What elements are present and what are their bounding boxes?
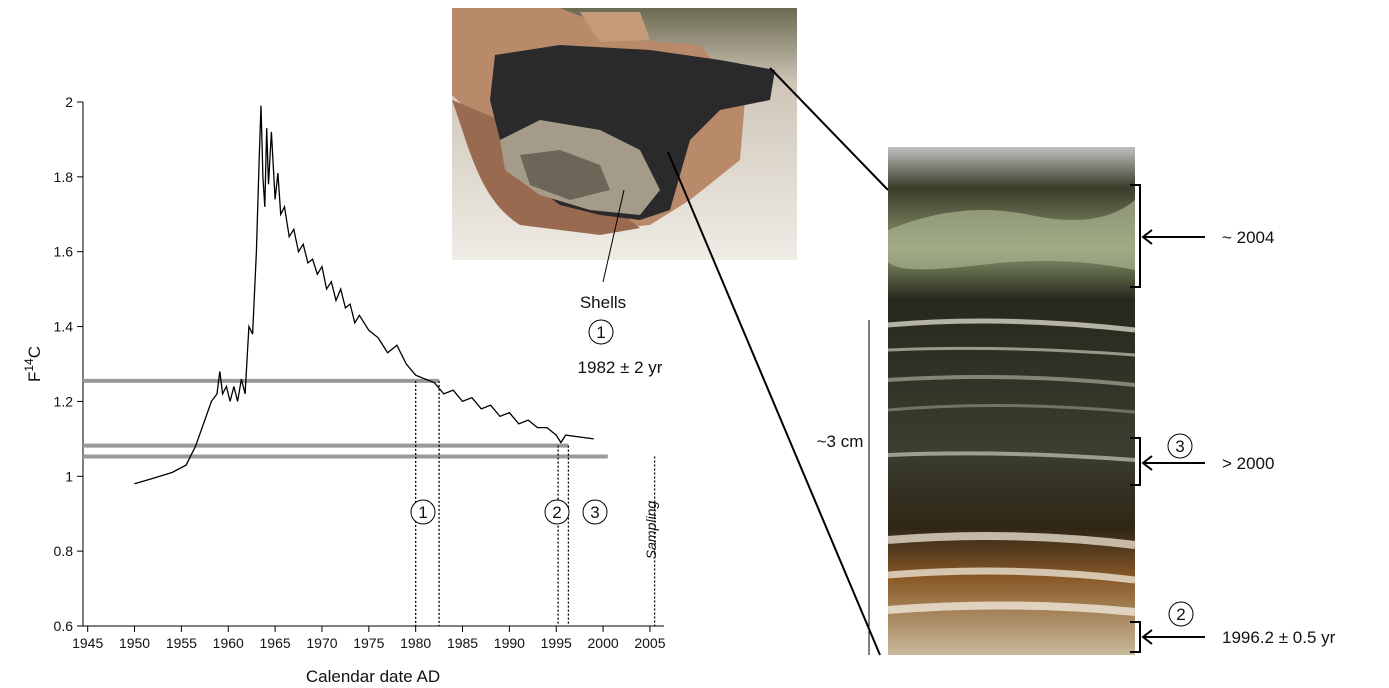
x-tick-label: 1995 [541, 635, 572, 651]
shell-number: 1 [596, 323, 605, 342]
chart-annotation: Sampling [643, 501, 659, 560]
y-tick-label: 0.6 [54, 618, 74, 634]
y-tick-label: 1.8 [54, 169, 74, 185]
layer-annotations [1130, 185, 1205, 652]
x-tick-label: 1975 [353, 635, 384, 651]
y-label-sup: 14 [22, 358, 36, 372]
y-label-part: C [25, 346, 44, 358]
x-tick-label: 2005 [634, 635, 665, 651]
x-tick-label: 1990 [494, 635, 525, 651]
y-tick-label: 2 [65, 94, 73, 110]
chart-annotation: 3 [590, 503, 599, 522]
x-tick-label: 1985 [447, 635, 478, 651]
x-tick-label: 1970 [306, 635, 337, 651]
layer-number: 3 [1175, 437, 1184, 456]
chart-annotation: 2 [552, 503, 561, 522]
page: Shells 1 1982 ± 2 yr ~3 cm ~ 2004 3 > 20… [0, 0, 1389, 688]
x-tick-label: 2000 [588, 635, 619, 651]
x-tick-label: 1960 [213, 635, 244, 651]
layer-date: 1996.2 ± 0.5 yr [1222, 628, 1336, 647]
y-tick-label: 1 [65, 468, 73, 484]
x-tick-label: 1965 [260, 635, 291, 651]
y-tick-label: 1.2 [54, 393, 74, 409]
layer-number: 2 [1176, 605, 1185, 624]
shell-date: 1982 ± 2 yr [578, 358, 663, 377]
layer-date: ~ 2004 [1222, 228, 1274, 247]
layer-date: > 2000 [1222, 454, 1274, 473]
x-tick-label: 1980 [400, 635, 431, 651]
x-tick-label: 1955 [166, 635, 197, 651]
x-tick-label: 1950 [119, 635, 150, 651]
shell-photo [452, 8, 797, 260]
chart-annotation: 1 [418, 503, 427, 522]
y-axis-label: F14C [22, 346, 44, 382]
x-tick-label: 1945 [72, 635, 103, 651]
figure: Shells 1 1982 ± 2 yr ~3 cm ~ 2004 3 > 20… [0, 0, 1389, 688]
shell-label: Shells [580, 293, 626, 312]
core-photo [888, 147, 1135, 655]
y-tick-label: 0.8 [54, 543, 74, 559]
scale-label: ~3 cm [817, 432, 864, 451]
y-label-part: F [25, 372, 44, 382]
y-tick-label: 1.6 [54, 244, 74, 260]
x-axis-label: Calendar date AD [306, 667, 440, 686]
y-tick-label: 1.4 [54, 319, 74, 335]
